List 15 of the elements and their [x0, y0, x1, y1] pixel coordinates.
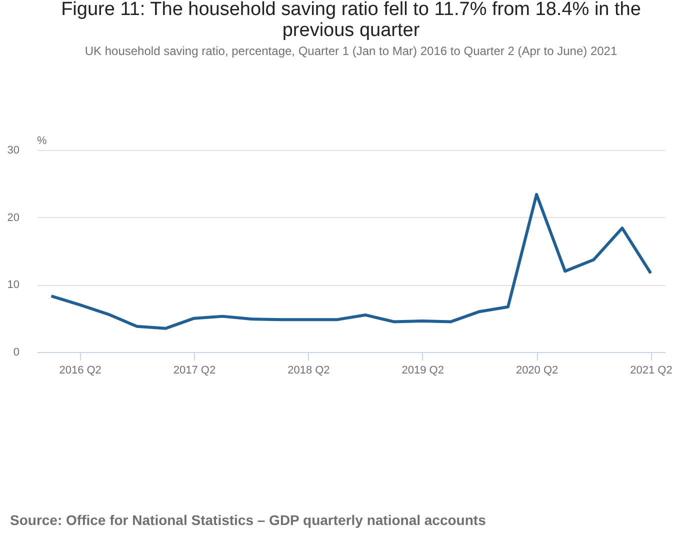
chart-title: Figure 11: The household saving ratio fell to 11.7% from 18.4% in the previous quarter: [61, 0, 641, 41]
source-note: Source: Office for National Statistics – GDP quarterly national accounts: [10, 512, 486, 528]
x-tick-label: 2018 Q2: [288, 364, 330, 376]
line-series: [50, 192, 652, 330]
y-tick-label: 10: [7, 279, 20, 292]
x-tick-label: 2017 Q2: [173, 364, 216, 376]
y-tick-label: 0: [13, 346, 20, 358]
y-axis-title: %: [37, 135, 47, 147]
x-tick-label: 2021 Q2: [630, 364, 672, 376]
y-tick-label: 30: [7, 144, 20, 156]
x-tick-label: 2016 Q2: [59, 364, 102, 376]
y-tick-label: 20: [7, 212, 20, 224]
x-tick-label: 2019 Q2: [402, 364, 444, 376]
chart-subtitle: UK household saving ratio, percentage, Quarter 1 (Jan to Mar) 2016 to Quarter 2 (Apr to June) 2021: [84, 44, 618, 58]
x-tick-label: 2020 Q2: [516, 364, 558, 376]
